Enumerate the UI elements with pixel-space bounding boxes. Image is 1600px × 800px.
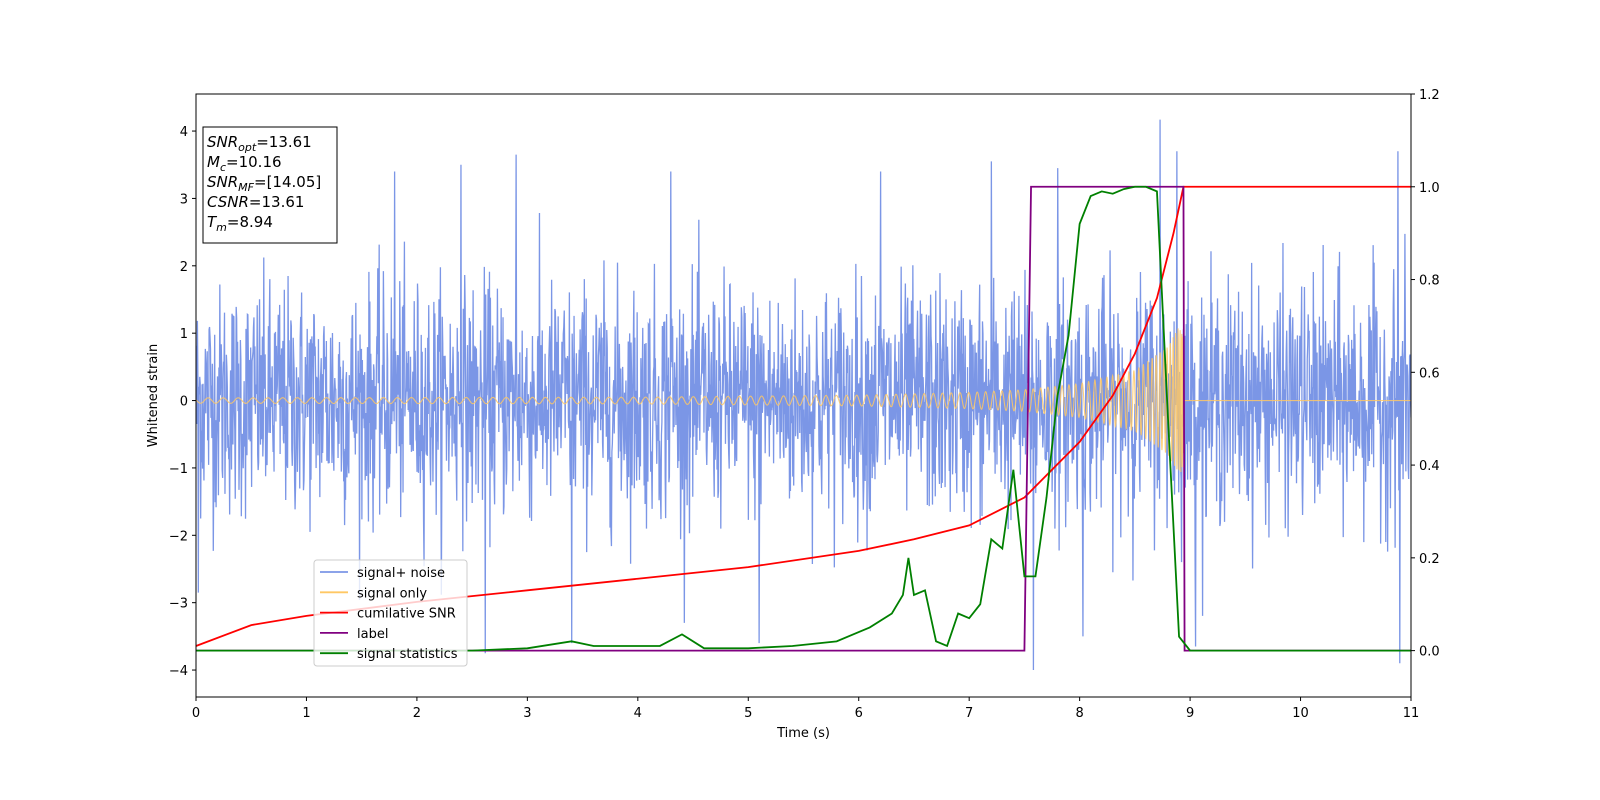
- legend-label: cumilative SNR: [357, 607, 456, 622]
- y-right-tick-label: 0.0: [1419, 645, 1440, 660]
- x-tick-label: 4: [634, 706, 642, 721]
- legend-label: label: [357, 627, 388, 642]
- x-tick-label: 2: [413, 706, 421, 721]
- x-tick-label: 6: [855, 706, 863, 721]
- x-tick-label: 7: [965, 706, 973, 721]
- plot-frame: [195, 93, 1412, 698]
- info-line: SNRMF=[14.05]: [207, 173, 321, 194]
- y-left-tick-label: 3: [180, 192, 188, 207]
- series-signal-noise: [196, 119, 1411, 671]
- legend-frame: [313, 559, 468, 667]
- series-signal-only: [196, 328, 1411, 473]
- y-left-tick-label: −1: [169, 462, 188, 477]
- y-right-tick-label: 0.6: [1419, 366, 1440, 381]
- y-left-tick-label: −2: [169, 529, 188, 544]
- info-box: SNRopt=13.61Mc=10.16SNRMF=[14.05]CSNR=13…: [202, 126, 338, 244]
- info-line: SNRopt=13.61: [207, 133, 312, 154]
- legend-label: signal only: [357, 586, 427, 601]
- legend-label: signal statistics: [357, 647, 458, 662]
- x-tick-label: 0: [192, 706, 200, 721]
- info-line: Mc=10.16: [207, 153, 282, 174]
- y-left-tick-label: 0: [180, 395, 188, 410]
- y-right-tick-label: 0.8: [1419, 274, 1440, 289]
- info-line: Tm=8.94: [207, 213, 273, 234]
- y-left-tick-label: −3: [169, 597, 188, 612]
- info-line: CSNR=13.61: [207, 193, 304, 211]
- x-tick-label: 10: [1292, 706, 1309, 721]
- x-axis-label: Time (s): [776, 726, 830, 741]
- x-tick-label: 5: [744, 706, 752, 721]
- x-tick-label: 9: [1186, 706, 1194, 721]
- y-right-tick-label: 0.2: [1419, 552, 1440, 567]
- y-right-tick-label: 0.4: [1419, 459, 1440, 474]
- y-axis-label: Whitened strain: [146, 344, 161, 447]
- y-left-tick-label: −4: [169, 664, 188, 679]
- y-right-tick-label: 1.2: [1419, 88, 1440, 103]
- x-tick-label: 1: [302, 706, 310, 721]
- series-signal-statistics: [196, 185, 1411, 652]
- x-tick-label: 8: [1075, 706, 1083, 721]
- x-tick-label: 3: [523, 706, 531, 721]
- y-left-tick-label: 2: [180, 260, 188, 275]
- info-box-frame: [202, 126, 338, 244]
- legend-label: signal+ noise: [357, 566, 445, 581]
- ticks-layer: 0 1 2 3 4 5 6 7 8 9 10 1143210−1−2−3−41.21.00.80.60…: [169, 88, 1440, 721]
- x-tick-label: 11: [1403, 706, 1420, 721]
- legend: signal+ noise signal only cumilative SNR la…: [313, 559, 468, 667]
- y-left-tick-label: 4: [180, 125, 188, 140]
- y-left-tick-label: 1: [180, 327, 188, 342]
- y-right-tick-label: 1.0: [1419, 181, 1440, 196]
